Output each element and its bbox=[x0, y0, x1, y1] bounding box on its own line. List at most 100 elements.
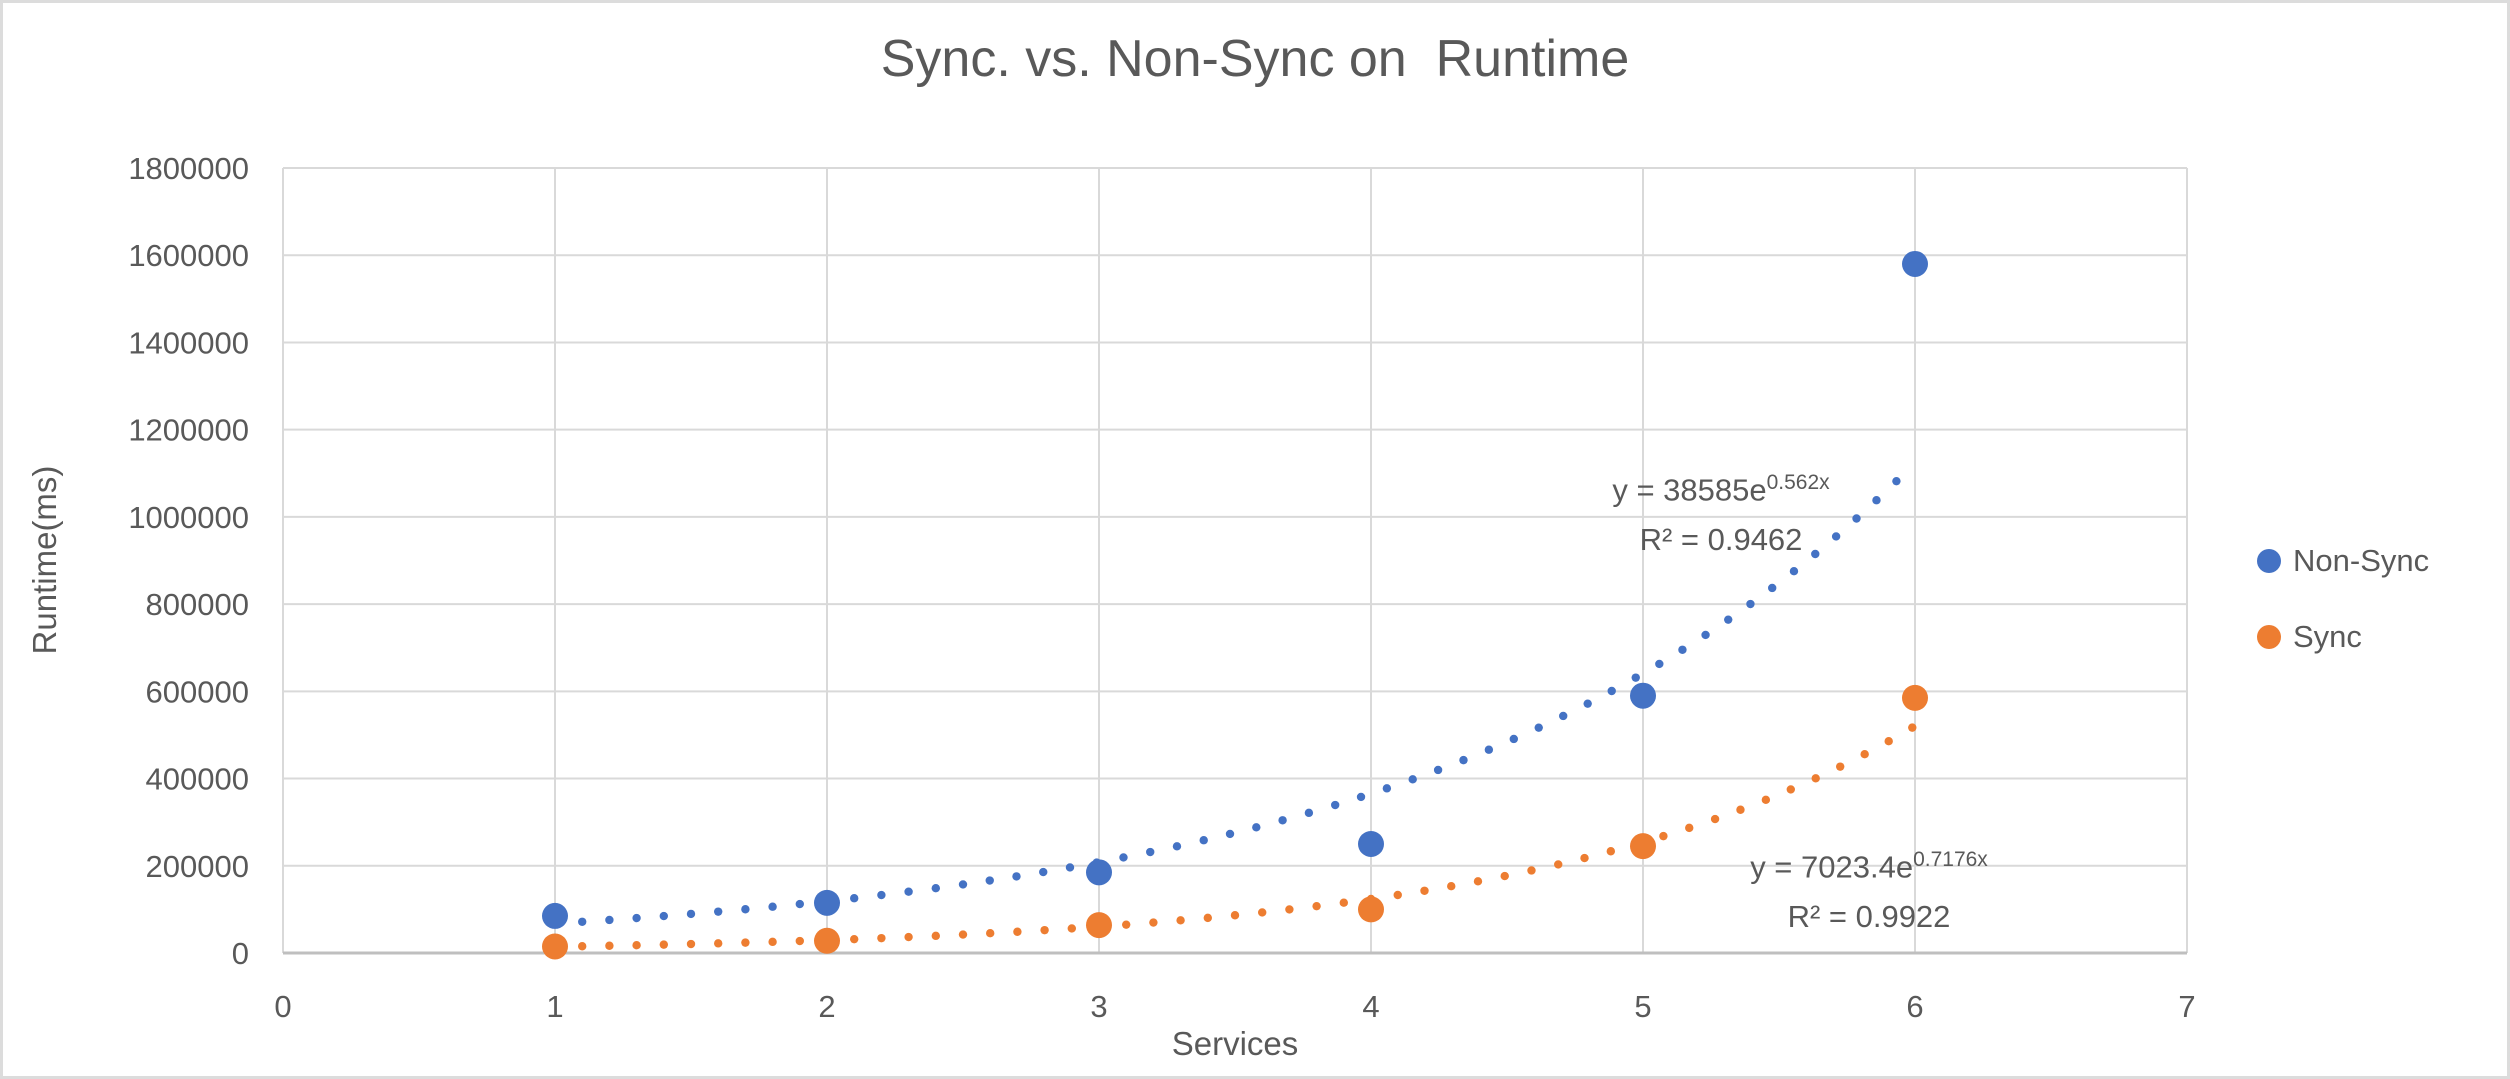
trendline-dot bbox=[958, 880, 968, 889]
trendline-dot bbox=[904, 932, 913, 942]
trendline-dot bbox=[850, 934, 859, 944]
trendline-dot bbox=[1420, 886, 1429, 895]
y-tick-label: 1800000 bbox=[128, 151, 249, 186]
trendline-dot bbox=[1176, 916, 1185, 925]
legend-marker-non-sync bbox=[2257, 549, 2281, 573]
trendline-dot bbox=[1583, 699, 1592, 708]
trendline-r-squared: R² = 0.9922 bbox=[1787, 899, 1951, 935]
trendline-dot bbox=[1225, 829, 1235, 839]
trendline-dot bbox=[686, 939, 696, 949]
trendline-dot bbox=[904, 887, 913, 896]
trendline-dot bbox=[1659, 831, 1668, 841]
y-tick-label: 400000 bbox=[146, 762, 249, 797]
trendline-dot bbox=[714, 939, 723, 948]
y-tick-label: 1200000 bbox=[128, 413, 249, 448]
trendline-dot bbox=[958, 930, 968, 939]
trendline-dot bbox=[1122, 920, 1131, 929]
y-tick-label: 1000000 bbox=[128, 500, 249, 535]
trendline-equation-sync: y = 7023.4e0.7176x R² = 0.9922 bbox=[1691, 835, 2047, 942]
trendline-dot bbox=[632, 913, 641, 923]
trendline-dot bbox=[1836, 762, 1845, 771]
trendline-dot bbox=[578, 942, 587, 951]
data-point bbox=[542, 933, 568, 960]
trendline-dot bbox=[605, 941, 614, 950]
trendline-dot bbox=[1811, 774, 1820, 783]
trendline-dot bbox=[1534, 723, 1543, 732]
trendline-dot bbox=[931, 883, 940, 893]
trendline-dot bbox=[795, 899, 804, 909]
x-tick-label: 0 bbox=[274, 989, 291, 1024]
trendline-dot bbox=[686, 909, 696, 919]
trendline-dot bbox=[578, 917, 587, 926]
trendline-dot bbox=[741, 938, 750, 947]
equation-base: y = 38585e bbox=[1612, 472, 1767, 508]
trendline-dot bbox=[1119, 853, 1128, 862]
trendline-dot bbox=[1172, 842, 1182, 851]
trendline-dot bbox=[1724, 615, 1733, 624]
y-tick-label: 1600000 bbox=[128, 238, 249, 273]
trendline-dot bbox=[1278, 816, 1287, 825]
trendline-dot bbox=[1039, 867, 1048, 877]
y-tick-label: 200000 bbox=[146, 849, 249, 884]
trendline-dot bbox=[1199, 836, 1208, 845]
trendline-dot bbox=[1459, 755, 1468, 765]
trendline-dot bbox=[986, 929, 995, 938]
trendline-dot bbox=[659, 911, 668, 921]
trendline-dot bbox=[1746, 599, 1755, 609]
trendline-r-squared: R² = 0.9462 bbox=[1639, 522, 1803, 558]
trendline-dot bbox=[1860, 750, 1869, 759]
x-tick-label: 2 bbox=[818, 989, 835, 1024]
trendline-dot bbox=[1685, 823, 1694, 833]
legend: Non-Sync Sync bbox=[2257, 543, 2429, 655]
trendline-dot bbox=[1607, 686, 1616, 696]
x-tick-label: 7 bbox=[2178, 989, 2195, 1024]
trendline-dot bbox=[1146, 847, 1155, 857]
x-tick-label: 5 bbox=[1634, 989, 1651, 1024]
trendline-dot bbox=[605, 915, 614, 925]
equation-exponent: 0.7176x bbox=[1913, 848, 1988, 871]
trendline-dot bbox=[1500, 871, 1509, 881]
data-point bbox=[1630, 833, 1656, 860]
data-point bbox=[814, 927, 840, 954]
equation-exponent: 0.562x bbox=[1766, 471, 1830, 494]
trendline-dot bbox=[1580, 853, 1589, 863]
data-point bbox=[1902, 684, 1928, 711]
trendline-dot bbox=[1761, 795, 1771, 805]
plot-area: 0 200000 400000 600000 800000 1000000 1200000 1… bbox=[128, 151, 2195, 1024]
trendline-dot bbox=[1678, 645, 1687, 654]
trendline-dot bbox=[768, 902, 777, 911]
trendline-dot bbox=[1509, 734, 1519, 744]
trendline-dot bbox=[1382, 784, 1392, 793]
trendline-dot bbox=[1339, 898, 1349, 907]
data-point bbox=[1086, 859, 1112, 886]
trendline-dot bbox=[1447, 882, 1456, 891]
legend-label-non-sync: Non-Sync bbox=[2293, 543, 2430, 578]
trendline-dot bbox=[1892, 476, 1901, 486]
trendline-dot bbox=[1330, 800, 1340, 810]
trendline-dot bbox=[1736, 805, 1745, 814]
trendline-dot bbox=[1710, 814, 1720, 824]
data-point bbox=[1358, 830, 1384, 857]
y-axis-title: Runtime(ms) bbox=[26, 465, 63, 655]
trendline-dot bbox=[714, 907, 723, 916]
trendline-dot bbox=[1631, 673, 1640, 682]
trendline-dot bbox=[1040, 925, 1049, 935]
trendline-dot bbox=[1786, 785, 1795, 794]
trendline-dot bbox=[1149, 918, 1158, 927]
trendline-dot bbox=[1908, 723, 1917, 732]
trendline-dot bbox=[1473, 877, 1483, 886]
x-tick-label: 3 bbox=[1090, 989, 1107, 1024]
data-point bbox=[542, 902, 568, 929]
trendline-dot bbox=[1559, 711, 1568, 721]
legend-item-sync: Sync bbox=[2257, 619, 2429, 655]
trendline-dot bbox=[1393, 890, 1402, 900]
x-tick-label: 6 bbox=[1906, 989, 1923, 1024]
trendline-dot bbox=[1230, 911, 1240, 920]
trendline-dot bbox=[1013, 927, 1022, 936]
data-point bbox=[1086, 912, 1112, 939]
trendline-dot bbox=[850, 894, 859, 903]
y-tick-label: 600000 bbox=[146, 674, 249, 709]
trendline-dot bbox=[1408, 775, 1417, 784]
trendline-equation-line: y = 7023.4e0.7176x bbox=[1691, 835, 2047, 892]
